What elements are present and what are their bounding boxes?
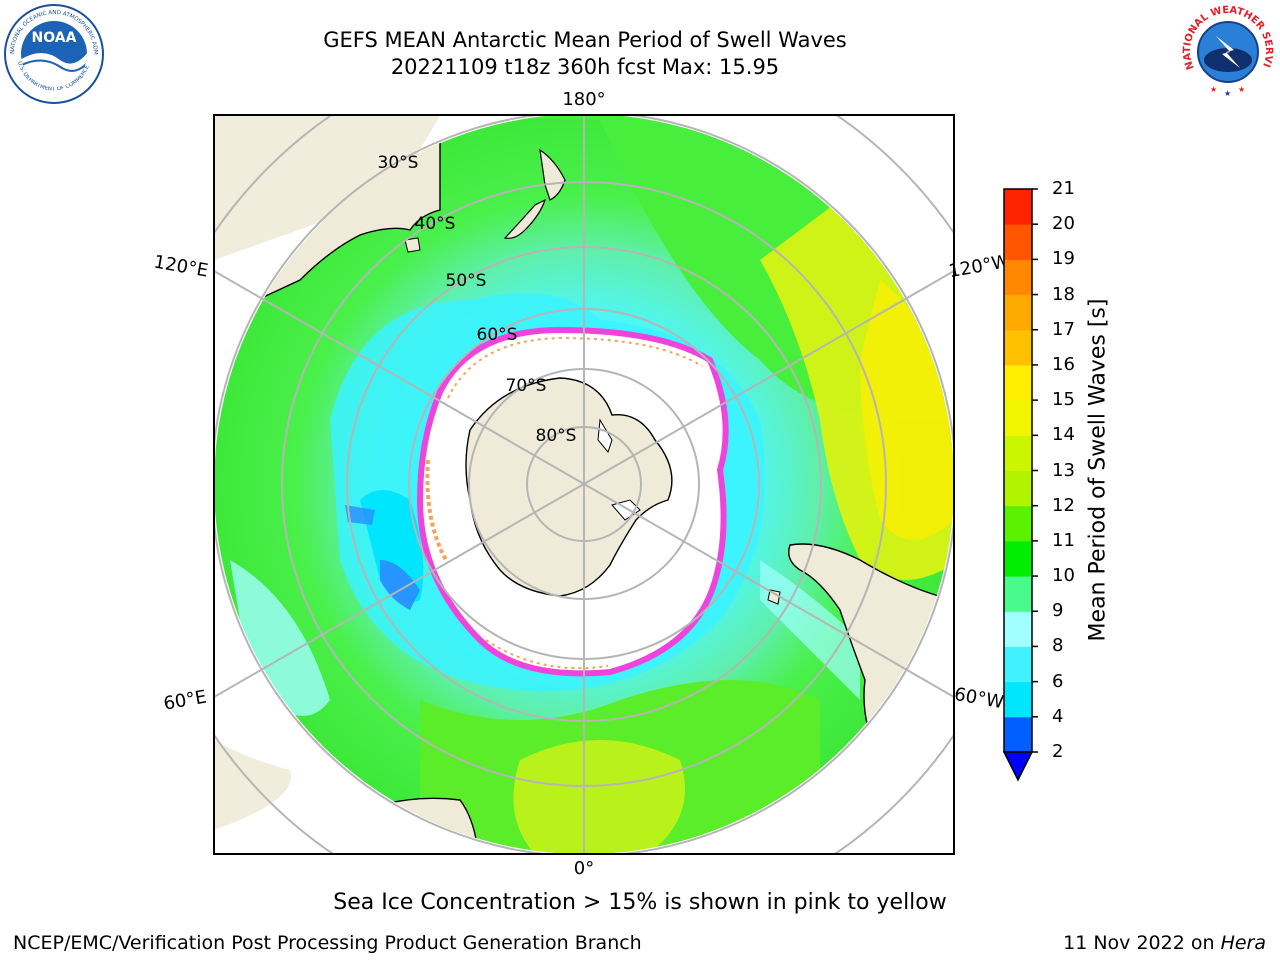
- noaa-logo: NATIONAL OCEANIC AND ATMOSPHERIC ADMINIS…: [2, 2, 104, 104]
- lon-label-60e: 60°E: [162, 686, 208, 714]
- colorbar-tick-label: 8: [1052, 635, 1064, 657]
- colorbar-title: Mean Period of Swell Waves [s]: [1085, 298, 1111, 642]
- lat-label-50s: 50°S: [446, 271, 487, 291]
- sea-ice-note: Sea Ice Concentration > 15% is shown in …: [333, 890, 947, 915]
- svg-text:★: ★: [1238, 85, 1245, 94]
- colorbar-tick-label: 13: [1052, 459, 1075, 481]
- colorbar-band: [1004, 716, 1032, 753]
- colorbar-band: [1004, 470, 1032, 507]
- colorbar-band: [1004, 400, 1032, 436]
- colorbar-tick-label: 16: [1052, 353, 1075, 375]
- colorbar-under-triangle: [1002, 751, 1034, 782]
- lon-label-180: 180°: [562, 89, 605, 110]
- colorbar-band: [1004, 540, 1032, 577]
- lat-label-60s: 60°S: [477, 325, 518, 345]
- nws-logo: NATIONAL WEATHER SERVICE ★ ★ ★: [1176, 0, 1277, 101]
- colorbar-tick-label: 20: [1052, 213, 1075, 235]
- colorbar-band: [1004, 681, 1032, 718]
- colorbar: [1002, 188, 1038, 782]
- colorbar-tick-label: 19: [1052, 248, 1075, 270]
- colorbar-tick-label: 11: [1052, 529, 1075, 551]
- graticule: [214, 115, 954, 854]
- lon-label-120w: 120°W: [947, 251, 1011, 282]
- colorbar-band: [1004, 505, 1032, 542]
- colorbar-band: [1004, 611, 1032, 647]
- colorbar-band: [1004, 294, 1032, 331]
- credit-text: NCEP/EMC/Verification Post Processing Pr…: [13, 932, 642, 954]
- lat-label-30s: 30°S: [378, 153, 419, 173]
- lat-label-80s: 80°S: [536, 426, 577, 446]
- noaa-logo-text: NOAA: [32, 30, 77, 46]
- machine-name: Hera: [1220, 932, 1266, 954]
- lat-label-40s: 40°S: [415, 214, 456, 234]
- colorbar-tick-label: 12: [1052, 494, 1075, 516]
- lon-label-60w: 60°W: [953, 684, 1006, 713]
- svg-text:★: ★: [1210, 85, 1217, 94]
- colorbar-band: [1004, 435, 1032, 471]
- chart-subtitle: 20221109 t18z 360h fcst Max: 15.95: [390, 55, 780, 79]
- colorbar-tick-label: 17: [1052, 318, 1075, 340]
- colorbar-tick-label: 2: [1052, 741, 1064, 762]
- map-frame: [213, 114, 955, 855]
- chart-title: GEFS MEAN Antarctic Mean Period of Swell…: [323, 28, 847, 52]
- date-value: 11 Nov 2022 on: [1063, 932, 1215, 954]
- colorbar-tick-label: 15: [1052, 389, 1075, 411]
- colorbar-band: [1004, 224, 1032, 260]
- colorbar-tick-label: 4: [1052, 705, 1064, 727]
- colorbar-band: [1004, 189, 1032, 225]
- colorbar-tick-label: 6: [1052, 670, 1064, 692]
- colorbar-band: [1004, 576, 1032, 612]
- colorbar-tick-label: 21: [1052, 178, 1075, 199]
- colorbar-band: [1004, 646, 1032, 683]
- colorbar-tick-label: 14: [1052, 424, 1075, 446]
- svg-text:★: ★: [1224, 89, 1231, 98]
- date-text: 11 Nov 2022 on Hera: [1063, 932, 1266, 954]
- colorbar-band: [1004, 329, 1032, 366]
- colorbar-tick-label: 18: [1052, 283, 1075, 305]
- lat-label-70s: 70°S: [506, 376, 547, 396]
- lon-label-0: 0°: [574, 858, 594, 879]
- colorbar-band: [1004, 259, 1032, 296]
- colorbar-tick-label: 10: [1052, 565, 1075, 587]
- colorbar-tick-label: 9: [1052, 600, 1064, 622]
- colorbar-band: [1004, 364, 1032, 401]
- lon-label-120e: 120°E: [152, 251, 210, 281]
